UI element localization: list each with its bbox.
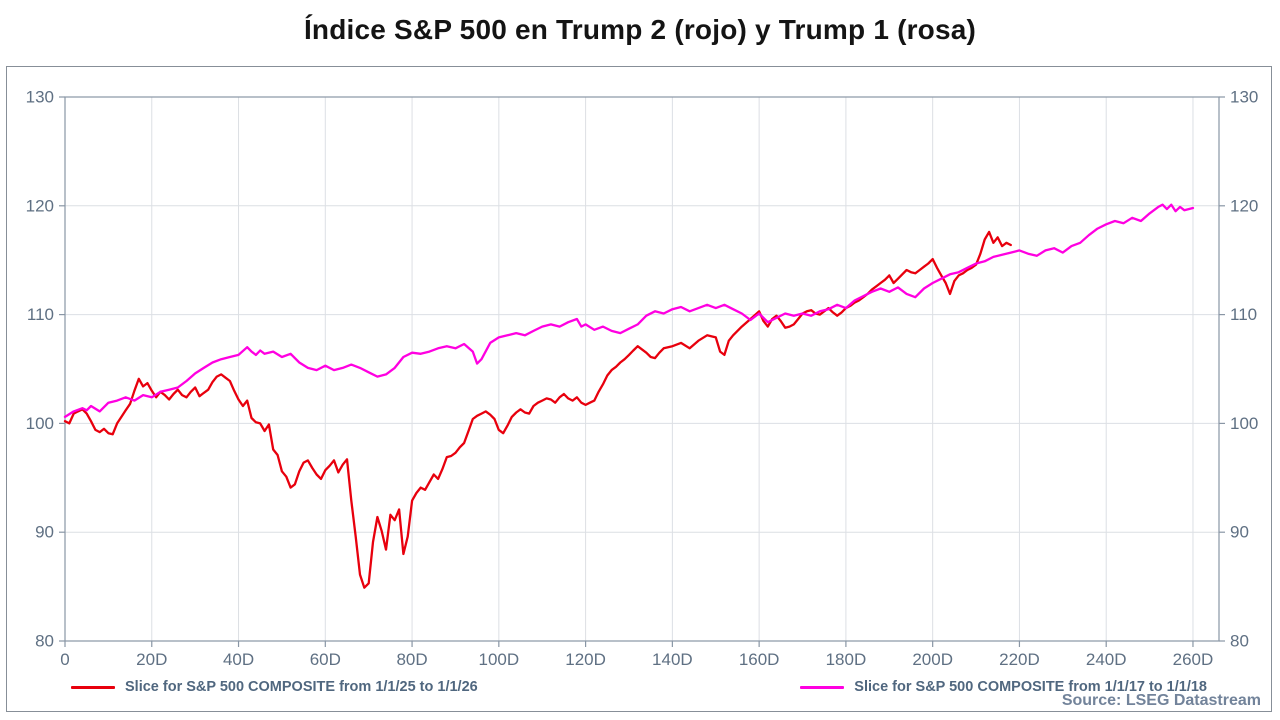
svg-text:0: 0	[60, 650, 69, 669]
legend-line-swatch-red	[71, 685, 115, 689]
svg-text:100: 100	[1230, 414, 1258, 433]
svg-text:90: 90	[1230, 523, 1249, 542]
svg-text:260D: 260D	[1173, 650, 1214, 669]
svg-text:100: 100	[26, 414, 54, 433]
chart-legend: Slice for S&P 500 COMPOSITE from 1/1/25 …	[7, 679, 1271, 695]
chart-title: Índice S&P 500 en Trump 2 (rojo) y Trump…	[303, 14, 977, 45]
svg-text:80D: 80D	[396, 650, 427, 669]
legend-label-trump2: Slice for S&P 500 COMPOSITE from 1/1/25 …	[125, 679, 478, 695]
legend-item-trump2: Slice for S&P 500 COMPOSITE from 1/1/25 …	[71, 679, 478, 695]
svg-text:100D: 100D	[479, 650, 520, 669]
svg-text:140D: 140D	[652, 650, 693, 669]
svg-text:120: 120	[26, 196, 54, 215]
chart-canvas: 80 80 90 90 100 100 110 110 120 120 130 130 0 20D 40D 6…	[26, 88, 1259, 670]
svg-text:130: 130	[26, 88, 54, 107]
source-text: Source: LSEG Datastream	[1061, 692, 1261, 709]
svg-text:200D: 200D	[912, 650, 953, 669]
legend-label-trump1: Slice for S&P 500 COMPOSITE from 1/1/17 …	[854, 679, 1207, 695]
svg-text:110: 110	[1230, 305, 1257, 324]
svg-text:130: 130	[1230, 88, 1258, 107]
legend-line-swatch-pink	[800, 685, 845, 689]
svg-text:20D: 20D	[136, 650, 167, 669]
svg-text:160D: 160D	[739, 650, 780, 669]
svg-text:60D: 60D	[310, 650, 341, 669]
svg-text:80: 80	[35, 632, 54, 651]
chart-frame: 80 80 90 90 100 100 110 110 120 120 130 130 0 20D 40D 6…	[6, 66, 1272, 712]
svg-text:120: 120	[1230, 196, 1258, 215]
legend-item-trump1: Slice for S&P 500 COMPOSITE from 1/1/17 …	[800, 679, 1207, 695]
svg-text:90: 90	[35, 523, 54, 542]
svg-text:240D: 240D	[1086, 650, 1127, 669]
svg-text:120D: 120D	[565, 650, 606, 669]
svg-text:220D: 220D	[999, 650, 1040, 669]
svg-text:40D: 40D	[223, 650, 254, 669]
svg-text:110: 110	[27, 305, 54, 324]
svg-text:180D: 180D	[826, 650, 867, 669]
svg-text:80: 80	[1230, 632, 1249, 651]
